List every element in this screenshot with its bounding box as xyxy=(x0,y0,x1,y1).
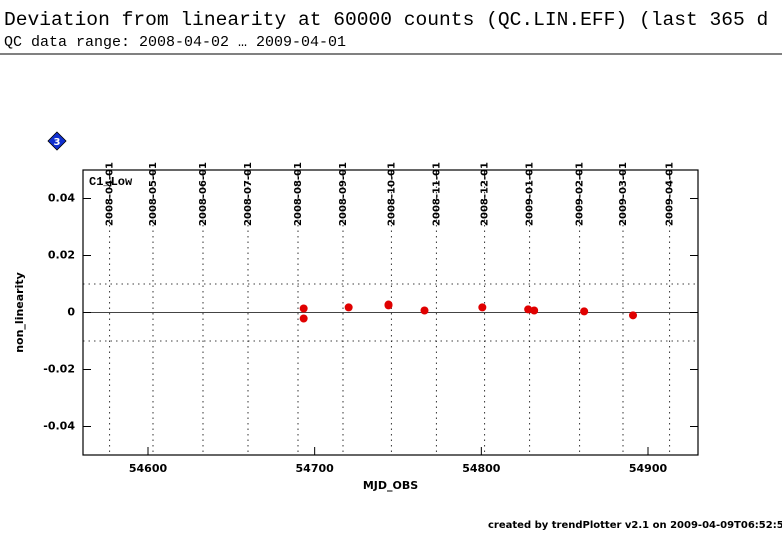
y-tick-label: -0.02 xyxy=(43,363,75,376)
point xyxy=(580,307,589,316)
x-tick-label: 54800 xyxy=(462,462,501,475)
x-axis-label: MJD_OBS xyxy=(363,479,418,492)
x2-tick-label: 2009-02-01 xyxy=(575,162,586,226)
x2-tick-label: 2008-04-01 xyxy=(105,162,116,226)
x2-tick-label: 2008-06-01 xyxy=(198,162,209,226)
y-tick-label: -0.04 xyxy=(43,420,75,433)
x2-tick-label: 2009-03-01 xyxy=(618,162,629,226)
point xyxy=(420,306,429,315)
point xyxy=(344,303,353,312)
chart-subtitle: QC data range: 2008-04-02 … 2009-04-01 xyxy=(4,34,346,51)
footer: created by trendPlotter v2.1 on 2009-04-… xyxy=(488,520,782,531)
y-tick-label: 0.02 xyxy=(48,249,75,262)
x2-tick-label: 2008-10-01 xyxy=(386,162,397,226)
point xyxy=(629,311,637,320)
chart-title: Deviation from linearity at 60000 counts… xyxy=(4,9,768,31)
x2-tick-label: 2008-08-01 xyxy=(293,162,304,226)
badge: 3 xyxy=(47,131,67,151)
y-tick-label: 0 xyxy=(67,306,75,319)
point xyxy=(384,300,393,309)
x2-tick-label: 2009-01-01 xyxy=(525,162,536,226)
y-axis-label: non_linearity xyxy=(13,272,26,353)
x2-tick-label: 2008-09-01 xyxy=(338,162,349,226)
x-tick-label: 54600 xyxy=(129,462,168,475)
point xyxy=(299,304,308,313)
x2-tick-label: 2008-05-01 xyxy=(148,162,159,226)
x2-tick-label: 2009-04-01 xyxy=(665,162,676,226)
point xyxy=(530,306,539,315)
y-tick-label: 0.04 xyxy=(48,192,75,205)
point xyxy=(478,303,487,312)
x2-tick-label: 2008-12-01 xyxy=(480,162,491,226)
badge-text: 3 xyxy=(54,137,61,148)
x-tick-label: 54900 xyxy=(629,462,668,475)
panel-label: C1_Low xyxy=(89,175,133,189)
x2-tick-label: 2008-07-01 xyxy=(243,162,254,226)
x-tick-label: 54700 xyxy=(296,462,335,475)
point xyxy=(299,314,308,323)
point xyxy=(524,305,533,314)
x2-tick-label: 2008-11-01 xyxy=(431,162,442,226)
